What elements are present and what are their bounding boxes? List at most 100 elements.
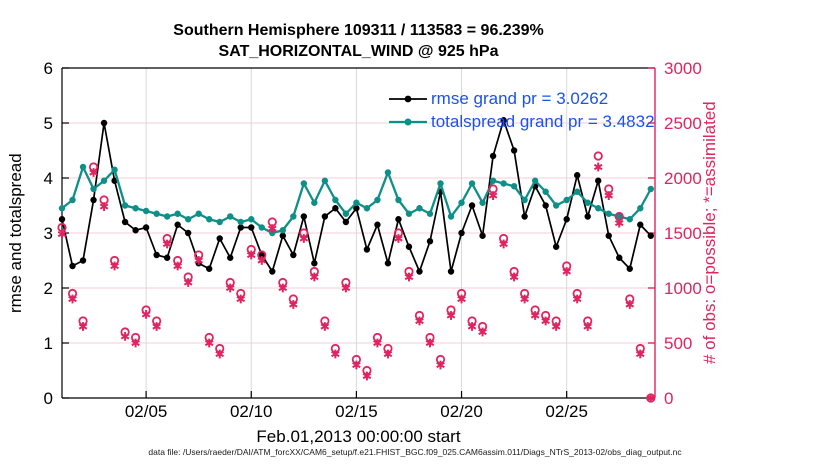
totalspread-point (595, 205, 602, 212)
rmse-point (647, 232, 654, 239)
assimilated-point (173, 261, 182, 271)
rmse-point (353, 205, 360, 212)
assimilated-point (593, 162, 603, 172)
totalspread-point (563, 196, 570, 204)
totalspread-point (300, 180, 308, 187)
assimilated-point (530, 311, 540, 320)
totalspread-point (552, 202, 560, 209)
possible-point (99, 195, 109, 205)
assimilated-point (478, 327, 487, 337)
totalspread-point (500, 180, 507, 187)
chart-title-line2: SAT_HORIZONTAL_WIND @ 925 hPa (218, 43, 499, 60)
rmse-point (290, 251, 297, 259)
possible-point (520, 288, 530, 299)
possible-scatter (57, 151, 656, 403)
rmse-point (637, 221, 644, 228)
possible-point (173, 255, 183, 266)
rmse-point (489, 152, 497, 160)
assimilated-point (520, 294, 529, 304)
possible-point (625, 294, 635, 304)
totalspread-point (384, 169, 392, 176)
totalspread-point (111, 166, 118, 173)
totalspread-point (184, 216, 192, 223)
assimilated-point (373, 338, 382, 348)
totalspread-point (637, 205, 644, 212)
assimilated-point (394, 234, 403, 243)
x-tick-label: 02/05 (125, 402, 168, 421)
totalspread-point (216, 218, 223, 226)
rmse-point (510, 147, 518, 154)
totalspread-point (363, 205, 371, 212)
possible-point (530, 305, 540, 315)
y-right-tick-label: 500 (664, 334, 692, 353)
possible-point (130, 332, 141, 343)
totalspread-point (647, 185, 654, 193)
assimilated-point (551, 322, 561, 331)
possible-point (425, 332, 435, 343)
possible-point (330, 343, 340, 354)
possible-point (635, 343, 645, 354)
totalspread-point (227, 213, 234, 220)
totalspread-point (321, 177, 329, 184)
rmse-point (405, 243, 413, 250)
assimilated-point (152, 322, 161, 331)
legend-label-totalspread: totalspread grand pr = 3.4832 (431, 111, 655, 131)
assimilated-point (236, 294, 246, 304)
possible-point (67, 288, 78, 299)
totalspread-point (405, 210, 413, 217)
rmse-point (269, 268, 276, 275)
legend-sample-marker (404, 95, 412, 102)
rmse-point (332, 205, 339, 212)
totalspread-point (626, 216, 633, 223)
rmse-point (58, 216, 66, 223)
x-tick-label: 02/25 (545, 402, 588, 421)
rmse-point (279, 232, 286, 239)
possible-point (341, 277, 351, 288)
assimilated-point (415, 316, 424, 326)
rmse-point (227, 254, 234, 261)
totalspread-point (616, 213, 623, 220)
assimilated-point (78, 322, 88, 331)
rmse-point (248, 224, 255, 231)
totalspread-point (195, 210, 202, 217)
totalspread-point (153, 210, 160, 217)
rmse-point (142, 224, 150, 231)
legend-item-totalspread: totalspread grand pr = 3.4832 (388, 110, 655, 133)
y-right-tick-label: 1000 (664, 279, 702, 298)
y-left-tick-label: 6 (44, 59, 53, 78)
possible-point (435, 354, 446, 365)
rmse-point (479, 232, 486, 239)
assimilated-point (110, 261, 119, 271)
possible-point (309, 266, 319, 277)
assimilated-point (194, 256, 203, 265)
rmse-point (542, 202, 549, 209)
rmse-point (395, 216, 402, 223)
rmse-point (374, 221, 381, 228)
rmse-point (174, 221, 181, 228)
totalspread-point (100, 177, 108, 184)
totalspread-point (205, 216, 213, 223)
possible-point (257, 250, 267, 260)
totalspread-point (142, 207, 150, 215)
assimilated-point (299, 234, 309, 243)
possible-point (583, 316, 593, 326)
possible-point (509, 266, 519, 277)
y-left-tick-label: 0 (44, 389, 53, 408)
rmse-point (342, 218, 350, 226)
assimilated-point (562, 267, 571, 276)
assimilated-point (436, 360, 445, 370)
assimilated-point (457, 294, 466, 304)
totalspread-point (510, 183, 518, 190)
rmse-point (595, 177, 602, 184)
assimilated-point (625, 300, 635, 309)
legend: rmse grand pr = 3.0262 totalspread grand… (388, 87, 655, 133)
assimilated-point (162, 239, 172, 249)
rmse-point (447, 268, 455, 275)
possible-point (446, 305, 456, 315)
rmse-point (132, 227, 139, 234)
assimilated-point (499, 239, 508, 249)
possible-point (204, 332, 214, 343)
y-left-tick-label: 3 (44, 224, 53, 243)
possible-point (88, 162, 99, 172)
y-left-tick-label: 2 (44, 279, 53, 298)
